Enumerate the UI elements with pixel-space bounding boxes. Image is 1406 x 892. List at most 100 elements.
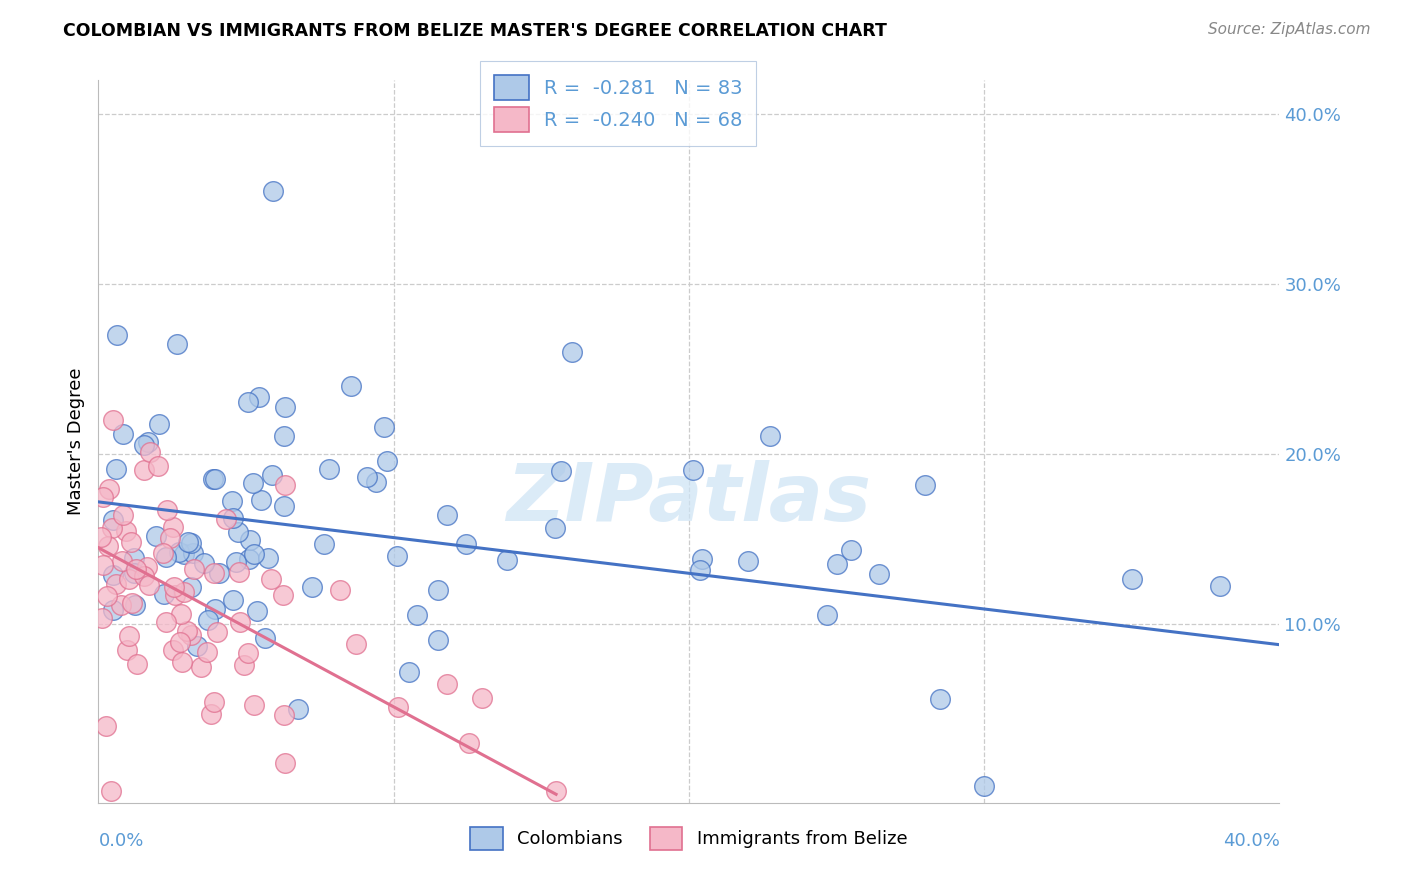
- Point: [186, 639, 208, 653]
- Point: [120, 534, 142, 549]
- Point: [159, 531, 181, 545]
- Point: [839, 542, 862, 557]
- Point: [100, 521, 122, 535]
- Point: [238, 552, 260, 566]
- Point: [124, 561, 146, 575]
- Point: [162, 643, 184, 657]
- Point: [242, 698, 264, 712]
- Point: [273, 708, 295, 723]
- Point: [202, 695, 225, 709]
- Point: [166, 336, 188, 351]
- Point: [202, 566, 225, 580]
- Point: [138, 434, 160, 449]
- Point: [457, 736, 479, 750]
- Point: [103, 513, 125, 527]
- Point: [201, 472, 224, 486]
- Point: [197, 645, 219, 659]
- Point: [132, 437, 155, 451]
- Text: Source: ZipAtlas.com: Source: ZipAtlas.com: [1208, 22, 1371, 37]
- Point: [387, 699, 409, 714]
- Point: [471, 691, 494, 706]
- Point: [247, 390, 270, 404]
- Point: [204, 472, 226, 486]
- Point: [262, 184, 284, 198]
- Point: [96, 589, 118, 603]
- Point: [205, 624, 228, 639]
- Point: [329, 582, 352, 597]
- Point: [136, 560, 159, 574]
- Point: [152, 546, 174, 560]
- Point: [132, 569, 155, 583]
- Point: [312, 537, 335, 551]
- Point: [340, 379, 363, 393]
- Point: [689, 563, 711, 577]
- Point: [222, 592, 245, 607]
- Point: [225, 555, 247, 569]
- Text: COLOMBIAN VS IMMIGRANTS FROM BELIZE MASTER'S DEGREE CORRELATION CHART: COLOMBIAN VS IMMIGRANTS FROM BELIZE MAST…: [63, 22, 887, 40]
- Point: [914, 477, 936, 491]
- Point: [200, 706, 222, 721]
- Point: [177, 534, 200, 549]
- Point: [1121, 572, 1143, 586]
- Point: [825, 557, 848, 571]
- Point: [156, 502, 179, 516]
- Point: [121, 596, 143, 610]
- Point: [176, 624, 198, 638]
- Point: [134, 463, 156, 477]
- Point: [426, 582, 449, 597]
- Point: [274, 401, 297, 415]
- Point: [169, 545, 191, 559]
- Point: [118, 630, 141, 644]
- Point: [91, 558, 114, 572]
- Point: [436, 508, 458, 522]
- Point: [236, 394, 259, 409]
- Point: [172, 655, 194, 669]
- Point: [356, 469, 378, 483]
- Point: [436, 677, 458, 691]
- Point: [146, 458, 169, 473]
- Point: [180, 628, 202, 642]
- Point: [197, 613, 219, 627]
- Point: [544, 521, 567, 535]
- Point: [246, 604, 269, 618]
- Point: [162, 520, 184, 534]
- Point: [236, 646, 259, 660]
- Point: [115, 643, 138, 657]
- Point: [153, 587, 176, 601]
- Point: [103, 603, 125, 617]
- Point: [169, 635, 191, 649]
- Point: [112, 508, 135, 523]
- Point: [125, 657, 148, 671]
- Point: [111, 554, 134, 568]
- Point: [100, 784, 122, 798]
- Point: [454, 536, 477, 550]
- Point: [173, 547, 195, 561]
- Point: [398, 665, 420, 679]
- Point: [273, 499, 295, 513]
- Point: [228, 615, 250, 630]
- Point: [97, 539, 120, 553]
- Point: [737, 554, 759, 568]
- Point: [104, 462, 127, 476]
- Point: [190, 660, 212, 674]
- Point: [138, 578, 160, 592]
- Point: [169, 607, 191, 622]
- Point: [173, 584, 195, 599]
- Point: [193, 556, 215, 570]
- Point: [90, 530, 112, 544]
- Point: [273, 429, 295, 443]
- Point: [110, 598, 132, 612]
- Point: [97, 483, 120, 497]
- Point: [561, 344, 583, 359]
- Point: [104, 577, 127, 591]
- Point: [204, 602, 226, 616]
- Point: [138, 445, 160, 459]
- Point: [815, 607, 838, 622]
- Point: [118, 572, 141, 586]
- Point: [928, 692, 950, 706]
- Point: [228, 566, 250, 580]
- Point: [973, 779, 995, 793]
- Point: [155, 615, 177, 630]
- Point: [868, 566, 890, 581]
- Point: [427, 632, 450, 647]
